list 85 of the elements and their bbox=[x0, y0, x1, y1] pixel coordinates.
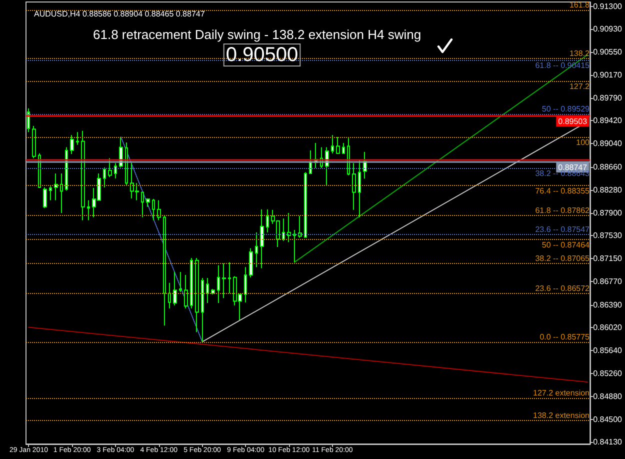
y-tick-label: 0.89790 bbox=[593, 94, 623, 103]
y-tick-label: 0.85260 bbox=[593, 368, 623, 378]
annotation: 138.2 bbox=[569, 48, 590, 58]
text: 61.8 retracement Daily swing - 138.2 extension H4 swing bbox=[93, 27, 422, 42]
y-tick-label: 0.88660 bbox=[593, 162, 623, 172]
candlestick bbox=[184, 274, 188, 309]
annotation: 23.6 -- 0.86572 bbox=[535, 284, 590, 294]
y-tick-label: 0.89420 bbox=[593, 116, 623, 126]
y-tick-label: 0.87530 bbox=[593, 230, 623, 240]
annotation: 76.4 -- 0.88355 bbox=[535, 186, 590, 196]
candlestick bbox=[60, 172, 63, 214]
candlestick bbox=[228, 262, 231, 294]
candlestick bbox=[152, 198, 155, 221]
candlestick bbox=[352, 162, 356, 210]
candlestick bbox=[201, 278, 204, 343]
candlestick bbox=[206, 278, 209, 304]
candlestick bbox=[298, 216, 302, 238]
candlestick bbox=[141, 191, 144, 218]
y-tick-label: 0.89040 bbox=[593, 139, 623, 148]
y-tick-label: 0.85640 bbox=[593, 346, 623, 355]
candlestick bbox=[43, 186, 47, 209]
candlestick bbox=[190, 257, 193, 309]
candlestick bbox=[260, 208, 264, 269]
annotation: 0.0 -- 0.85775 bbox=[540, 332, 590, 342]
candlestick bbox=[108, 158, 112, 178]
annotation: 23.6 -- 0.87547 bbox=[535, 224, 590, 234]
y-tick-label: 0.88280 bbox=[593, 185, 623, 194]
candlestick bbox=[70, 134, 74, 154]
candlestick bbox=[336, 136, 340, 154]
candlestick bbox=[87, 200, 90, 221]
y-tick-label: 0.91300 bbox=[593, 2, 623, 11]
candlestick bbox=[32, 126, 36, 159]
y-tick-label: 0.84880 bbox=[593, 392, 623, 402]
candlestick bbox=[211, 288, 215, 295]
candlestick bbox=[217, 264, 220, 304]
candlestick bbox=[309, 150, 312, 174]
annotation: 38.2 -- 0.87065 bbox=[535, 254, 590, 264]
y-tick-label: 0.90550 bbox=[593, 47, 623, 56]
candlestick bbox=[114, 162, 117, 179]
ref-line-label: 0.88747 bbox=[558, 162, 588, 172]
candlestick bbox=[81, 130, 85, 221]
candlestick bbox=[173, 271, 177, 306]
annotation: 100 bbox=[576, 138, 590, 147]
y-tick-label: 0.84130 bbox=[593, 438, 623, 447]
annotation: 61.8 -- 0.87862 bbox=[535, 206, 590, 215]
candlestick bbox=[282, 218, 285, 242]
candlestick bbox=[266, 208, 269, 233]
candlestick bbox=[146, 198, 150, 208]
y-tick-label: 0.90930 bbox=[593, 24, 623, 34]
candlestick bbox=[54, 172, 58, 201]
y-tick-label: 0.87150 bbox=[593, 254, 623, 264]
y-tick-label: 0.87900 bbox=[593, 208, 623, 218]
y-tick-label: 0.86770 bbox=[593, 277, 623, 286]
candlestick bbox=[163, 216, 166, 326]
candlestick bbox=[179, 271, 182, 293]
text: AUDUSD,H4 0.88586 0.88904 0.88465 0.88747 bbox=[34, 10, 206, 18]
candlestick bbox=[331, 134, 334, 154]
candlestick bbox=[293, 229, 296, 263]
annotation: 127.2 bbox=[569, 82, 590, 91]
candlestick bbox=[249, 248, 253, 278]
annotation: 50 -- 0.89529 bbox=[542, 104, 590, 114]
candlestick bbox=[244, 266, 247, 303]
annotation: 138.2 extension bbox=[533, 411, 590, 420]
candlestick bbox=[255, 232, 258, 268]
candlestick bbox=[222, 262, 226, 299]
candlestick bbox=[168, 282, 171, 309]
y-tick-label: 0.86390 bbox=[593, 300, 623, 310]
annotation: 127.2 extension bbox=[533, 388, 590, 398]
candlestick bbox=[49, 186, 52, 201]
candlestick bbox=[304, 172, 307, 238]
y-tick-label: 0.90170 bbox=[593, 70, 623, 80]
ref-line-label: 0.89503 bbox=[558, 117, 588, 126]
candlestick bbox=[287, 212, 291, 243]
candlestick bbox=[358, 160, 361, 218]
candlestick bbox=[157, 200, 161, 221]
annotation: 50 -- 0.87464 bbox=[542, 240, 590, 250]
candlestick bbox=[342, 142, 345, 154]
annotation: 0.90500 bbox=[226, 44, 298, 66]
candlestick bbox=[27, 108, 30, 133]
y-tick-label: 0.84500 bbox=[593, 415, 623, 424]
y-tick-label: 0.86020 bbox=[593, 322, 623, 332]
candlestick bbox=[103, 166, 106, 188]
candlestick bbox=[76, 132, 79, 146]
candlestick bbox=[195, 257, 199, 333]
annotation: 161.8 bbox=[569, 0, 590, 10]
